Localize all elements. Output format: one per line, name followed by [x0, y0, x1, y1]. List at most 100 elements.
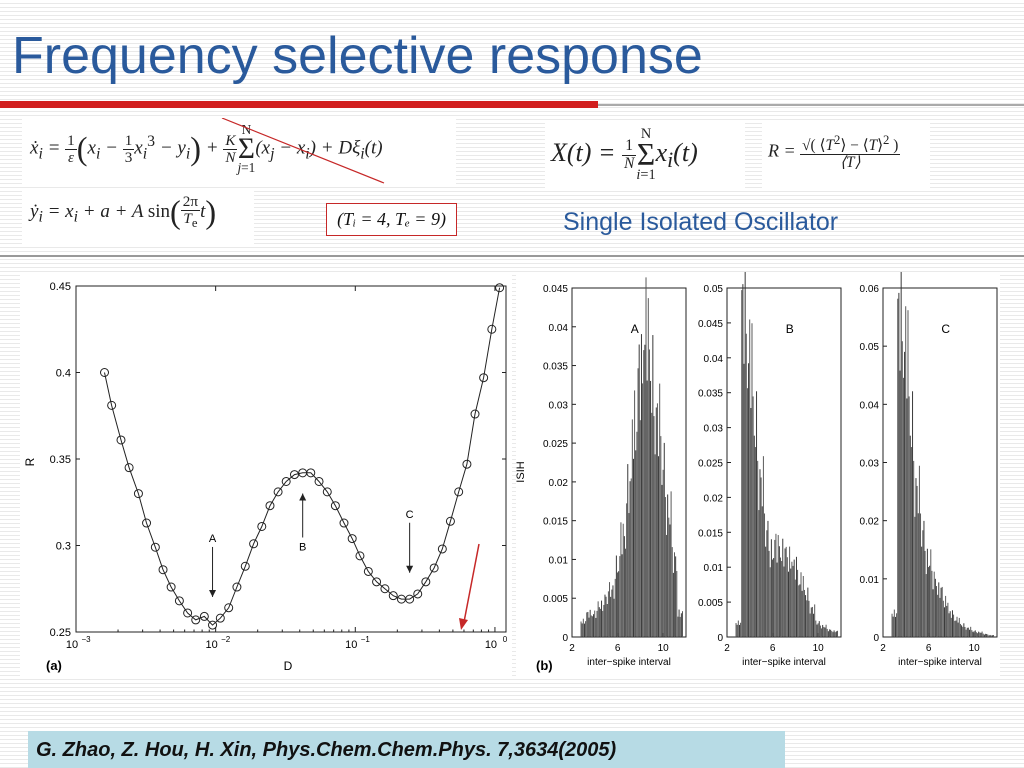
histogram-bar [951, 610, 953, 637]
histogram-xtick-label: 6 [770, 643, 776, 654]
histogram-bar [980, 632, 982, 637]
histogram-bar [936, 586, 937, 637]
histogram-bar [620, 522, 622, 637]
histogram-bar [793, 559, 795, 637]
histogram-bar [900, 263, 902, 637]
histogram-bar [671, 547, 673, 637]
histogram-bar [627, 464, 629, 637]
histogram-bar [751, 323, 753, 637]
panel-a-ytick-label: 0.3 [56, 541, 71, 553]
panel-a-data-point [281, 476, 291, 486]
histogram-bar [588, 617, 590, 637]
histogram-xtick-label: 2 [880, 643, 886, 654]
histogram-ytick-label: 0.015 [543, 517, 568, 528]
histogram-ytick-label: 0.035 [698, 389, 723, 400]
histogram-xtick-label: 2 [569, 643, 575, 654]
histogram-bar [756, 391, 758, 637]
histogram-ytick-label: 0.015 [698, 528, 723, 539]
histogram-bar [988, 635, 990, 637]
panel-a-annotation-label: B [299, 541, 306, 553]
histogram-bar [679, 616, 681, 637]
histogram-bar [955, 620, 957, 637]
histogram-bar [602, 610, 604, 637]
histogram-bar [801, 590, 803, 637]
panel-a-data-point [191, 615, 201, 625]
histogram-bar [937, 594, 939, 637]
histogram-bar [670, 491, 672, 637]
histogram-bar [783, 566, 785, 637]
histogram-bar [675, 556, 677, 637]
histogram-bar [626, 503, 628, 637]
histogram-letter: B [786, 322, 794, 336]
histogram-bar [667, 494, 669, 637]
panel-a-xtick-exponent: −1 [361, 635, 371, 644]
histogram-bar [744, 254, 746, 637]
histogram-bar [736, 624, 738, 637]
histogram-bar [632, 458, 634, 637]
histogram-bar [810, 607, 812, 637]
histogram-bar [983, 634, 985, 637]
histogram-bar [662, 469, 664, 637]
histogram-bar [631, 419, 633, 637]
histogram-bar [943, 607, 945, 637]
histogram-bar [926, 548, 928, 637]
panel-a-series-line [104, 287, 501, 626]
figure-panel-a: (a) D R 0.25 0.3 0.35 0.4 0.45 10 −3 10 −2 10 −1 10… [20, 272, 512, 678]
histogram-bar [965, 629, 967, 637]
histogram-bar [967, 627, 969, 637]
histogram-bar [789, 546, 791, 637]
panel-a-xtick-exponent: 0 [503, 635, 508, 644]
histogram-ytick-label: 0.05 [860, 342, 880, 353]
histogram-bar [918, 465, 920, 637]
histogram-bar [800, 572, 802, 637]
histogram-bar [656, 403, 658, 637]
histogram-bar [957, 622, 959, 637]
histogram-bar [765, 546, 767, 637]
panel-a-data-point [100, 368, 110, 377]
red-arrow-annotation [459, 543, 480, 630]
histogram-bar [648, 349, 650, 637]
histogram-bar [954, 620, 956, 637]
histogram-bar [892, 616, 894, 637]
panel-a-arrowhead [209, 589, 217, 597]
histogram-bar [823, 626, 825, 637]
histogram-bar [737, 620, 739, 637]
histogram-bar [945, 595, 947, 637]
histogram-bar [653, 416, 655, 637]
panel-a-data-point [405, 594, 415, 604]
panel-a-data-point [124, 463, 134, 473]
panel-a-frame [75, 285, 507, 633]
histogram-bar [946, 605, 948, 637]
histogram-bar [768, 550, 770, 637]
histogram-ytick-label: 0.01 [860, 575, 880, 586]
histogram-bar [762, 456, 764, 637]
histogram-bar [969, 629, 971, 637]
histogram-bar [774, 539, 776, 637]
histogram-bar [938, 582, 940, 637]
histogram-bar [809, 613, 811, 637]
panel-a-data-point [199, 611, 209, 621]
histogram-bar [764, 513, 766, 637]
histogram-bar [932, 589, 934, 637]
panel-a-data-point [290, 470, 300, 480]
histogram-bar [940, 587, 942, 637]
histogram-bar [948, 613, 950, 637]
histogram-bar [805, 595, 807, 637]
panel-a-data-point [183, 608, 193, 618]
histogram-bar [591, 616, 593, 637]
histogram-bar [791, 561, 793, 637]
histogram-bar [916, 485, 918, 637]
histogram-ytick-label: 0.02 [549, 478, 569, 489]
panel-a-arrowhead [299, 493, 307, 501]
histogram-bar [622, 523, 624, 637]
panel-a-data-point [273, 487, 283, 497]
histogram-bar [678, 609, 680, 637]
histogram-bar [782, 538, 784, 637]
histogram-bar [833, 630, 835, 637]
histogram-bar [821, 628, 823, 637]
panel-a-ytick-label: 0.35 [50, 454, 71, 466]
histogram-bar [896, 613, 898, 637]
histogram-bar [963, 623, 965, 637]
